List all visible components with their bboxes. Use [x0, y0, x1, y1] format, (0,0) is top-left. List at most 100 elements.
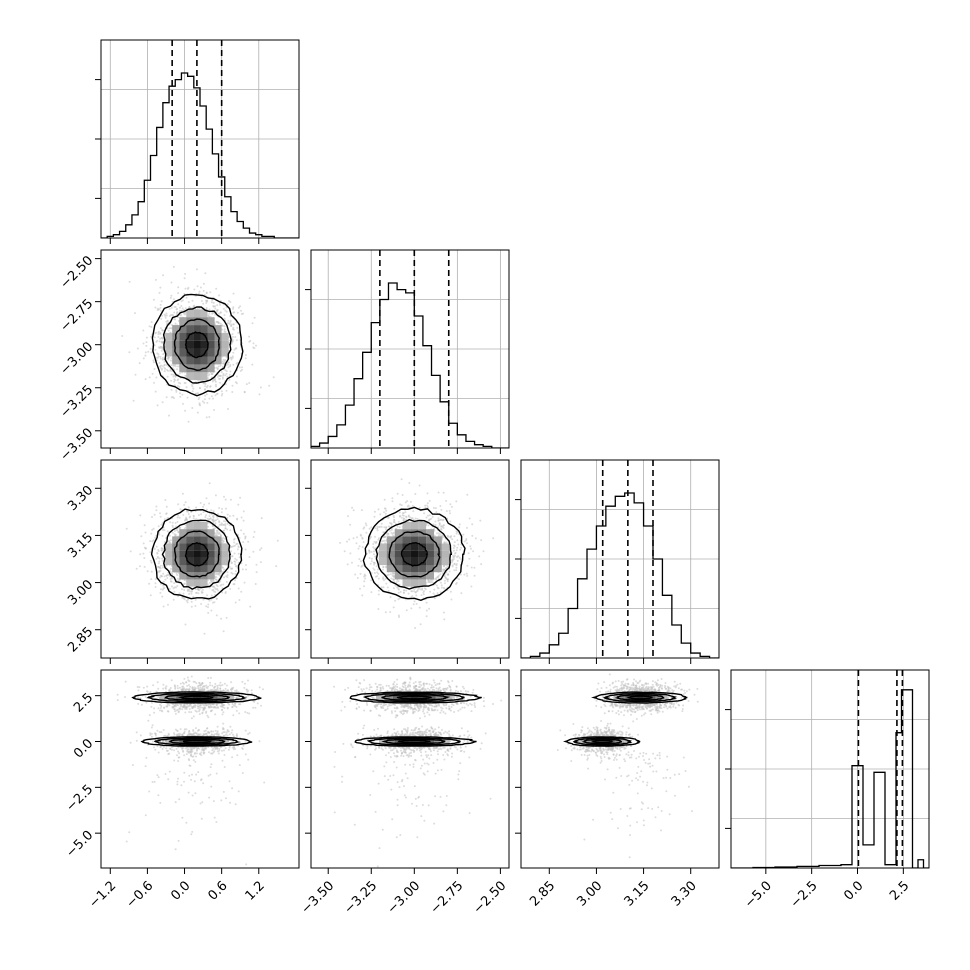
sample-point [439, 505, 442, 507]
sample-point [446, 580, 449, 583]
density-cell [214, 565, 222, 573]
sample-point [402, 517, 405, 520]
sample-point [217, 375, 219, 378]
sample-point [229, 529, 232, 532]
sample-point [217, 572, 220, 575]
sample-point [400, 478, 403, 481]
sample-point [456, 559, 459, 562]
sample-point [205, 386, 208, 389]
sample-point [389, 573, 392, 576]
sample-point [171, 531, 174, 534]
sample-point [213, 409, 215, 411]
sample-point [181, 588, 183, 591]
sample-point [229, 560, 232, 563]
sample-point [452, 549, 455, 552]
sample-point [220, 583, 223, 586]
sample-point [414, 517, 417, 520]
sample-point [444, 582, 446, 585]
sample-point [177, 286, 180, 289]
sample-point [452, 556, 455, 559]
sample-point [222, 358, 225, 361]
sample-point [203, 632, 206, 635]
sample-point [169, 567, 172, 570]
sample-point [214, 307, 217, 310]
sample-point [237, 587, 240, 590]
sample-point [397, 520, 400, 523]
sample-point [212, 516, 215, 519]
sample-point [190, 605, 193, 608]
sample-point [227, 363, 229, 366]
sample-point [162, 580, 165, 583]
sample-point [355, 542, 358, 545]
sample-point [223, 360, 226, 363]
sample-point [183, 382, 186, 384]
density-cell [179, 557, 187, 566]
sample-point [200, 603, 203, 605]
sample-point [218, 532, 221, 535]
sample-point [445, 510, 448, 513]
sample-point [368, 557, 371, 559]
sample-point [155, 340, 158, 343]
sample-point [216, 518, 219, 521]
sample-point [388, 529, 391, 532]
sample-point [384, 577, 387, 580]
sample-point [200, 295, 203, 298]
sample-point [161, 557, 163, 560]
sample-point [220, 374, 222, 377]
sample-point [159, 591, 162, 594]
sample-point [377, 568, 379, 571]
sample-point [408, 482, 411, 484]
sample-point [445, 499, 448, 502]
sample-point [166, 574, 169, 576]
sample-point [244, 535, 247, 538]
sample-point [170, 357, 173, 360]
histogram-step-line [731, 689, 929, 868]
sample-point [228, 299, 230, 302]
sample-point [154, 578, 157, 581]
sample-point [189, 590, 192, 593]
sample-point [207, 525, 210, 528]
sample-point [168, 327, 171, 330]
sample-point [161, 559, 164, 562]
sample-point [242, 541, 245, 544]
sample-point [150, 321, 153, 323]
sample-point [437, 532, 440, 535]
sample-point [191, 299, 194, 302]
sample-point [174, 522, 177, 524]
sample-point [360, 509, 363, 512]
sample-point [215, 597, 218, 600]
sample-point [260, 517, 263, 520]
sample-point [380, 522, 383, 525]
sample-point [384, 507, 387, 510]
sample-point [175, 390, 178, 393]
sample-point [229, 315, 232, 318]
sample-point [248, 340, 251, 343]
sample-point [354, 573, 357, 576]
sample-point [180, 305, 183, 307]
sample-point [150, 561, 153, 564]
sample-point [173, 317, 175, 320]
sample-point [166, 368, 168, 371]
density-cell [179, 364, 187, 373]
sample-point [163, 586, 166, 589]
density-cell [207, 550, 215, 558]
sample-point [351, 506, 354, 509]
sample-point [360, 565, 363, 568]
sample-point [425, 609, 428, 612]
sample-point [356, 536, 358, 539]
sample-point [185, 386, 188, 389]
sample-point [197, 398, 200, 401]
sample-point [177, 503, 180, 506]
sample-point [210, 609, 213, 612]
sample-point [225, 580, 228, 583]
density-cell [179, 348, 187, 357]
sample-point [177, 579, 180, 582]
sample-point [243, 581, 246, 584]
sample-point [398, 616, 401, 618]
sample-point [402, 589, 405, 592]
sample-point [199, 286, 202, 289]
sample-point [418, 606, 421, 609]
sample-point [240, 309, 242, 312]
sample-point [198, 386, 201, 389]
sample-point [159, 357, 162, 360]
